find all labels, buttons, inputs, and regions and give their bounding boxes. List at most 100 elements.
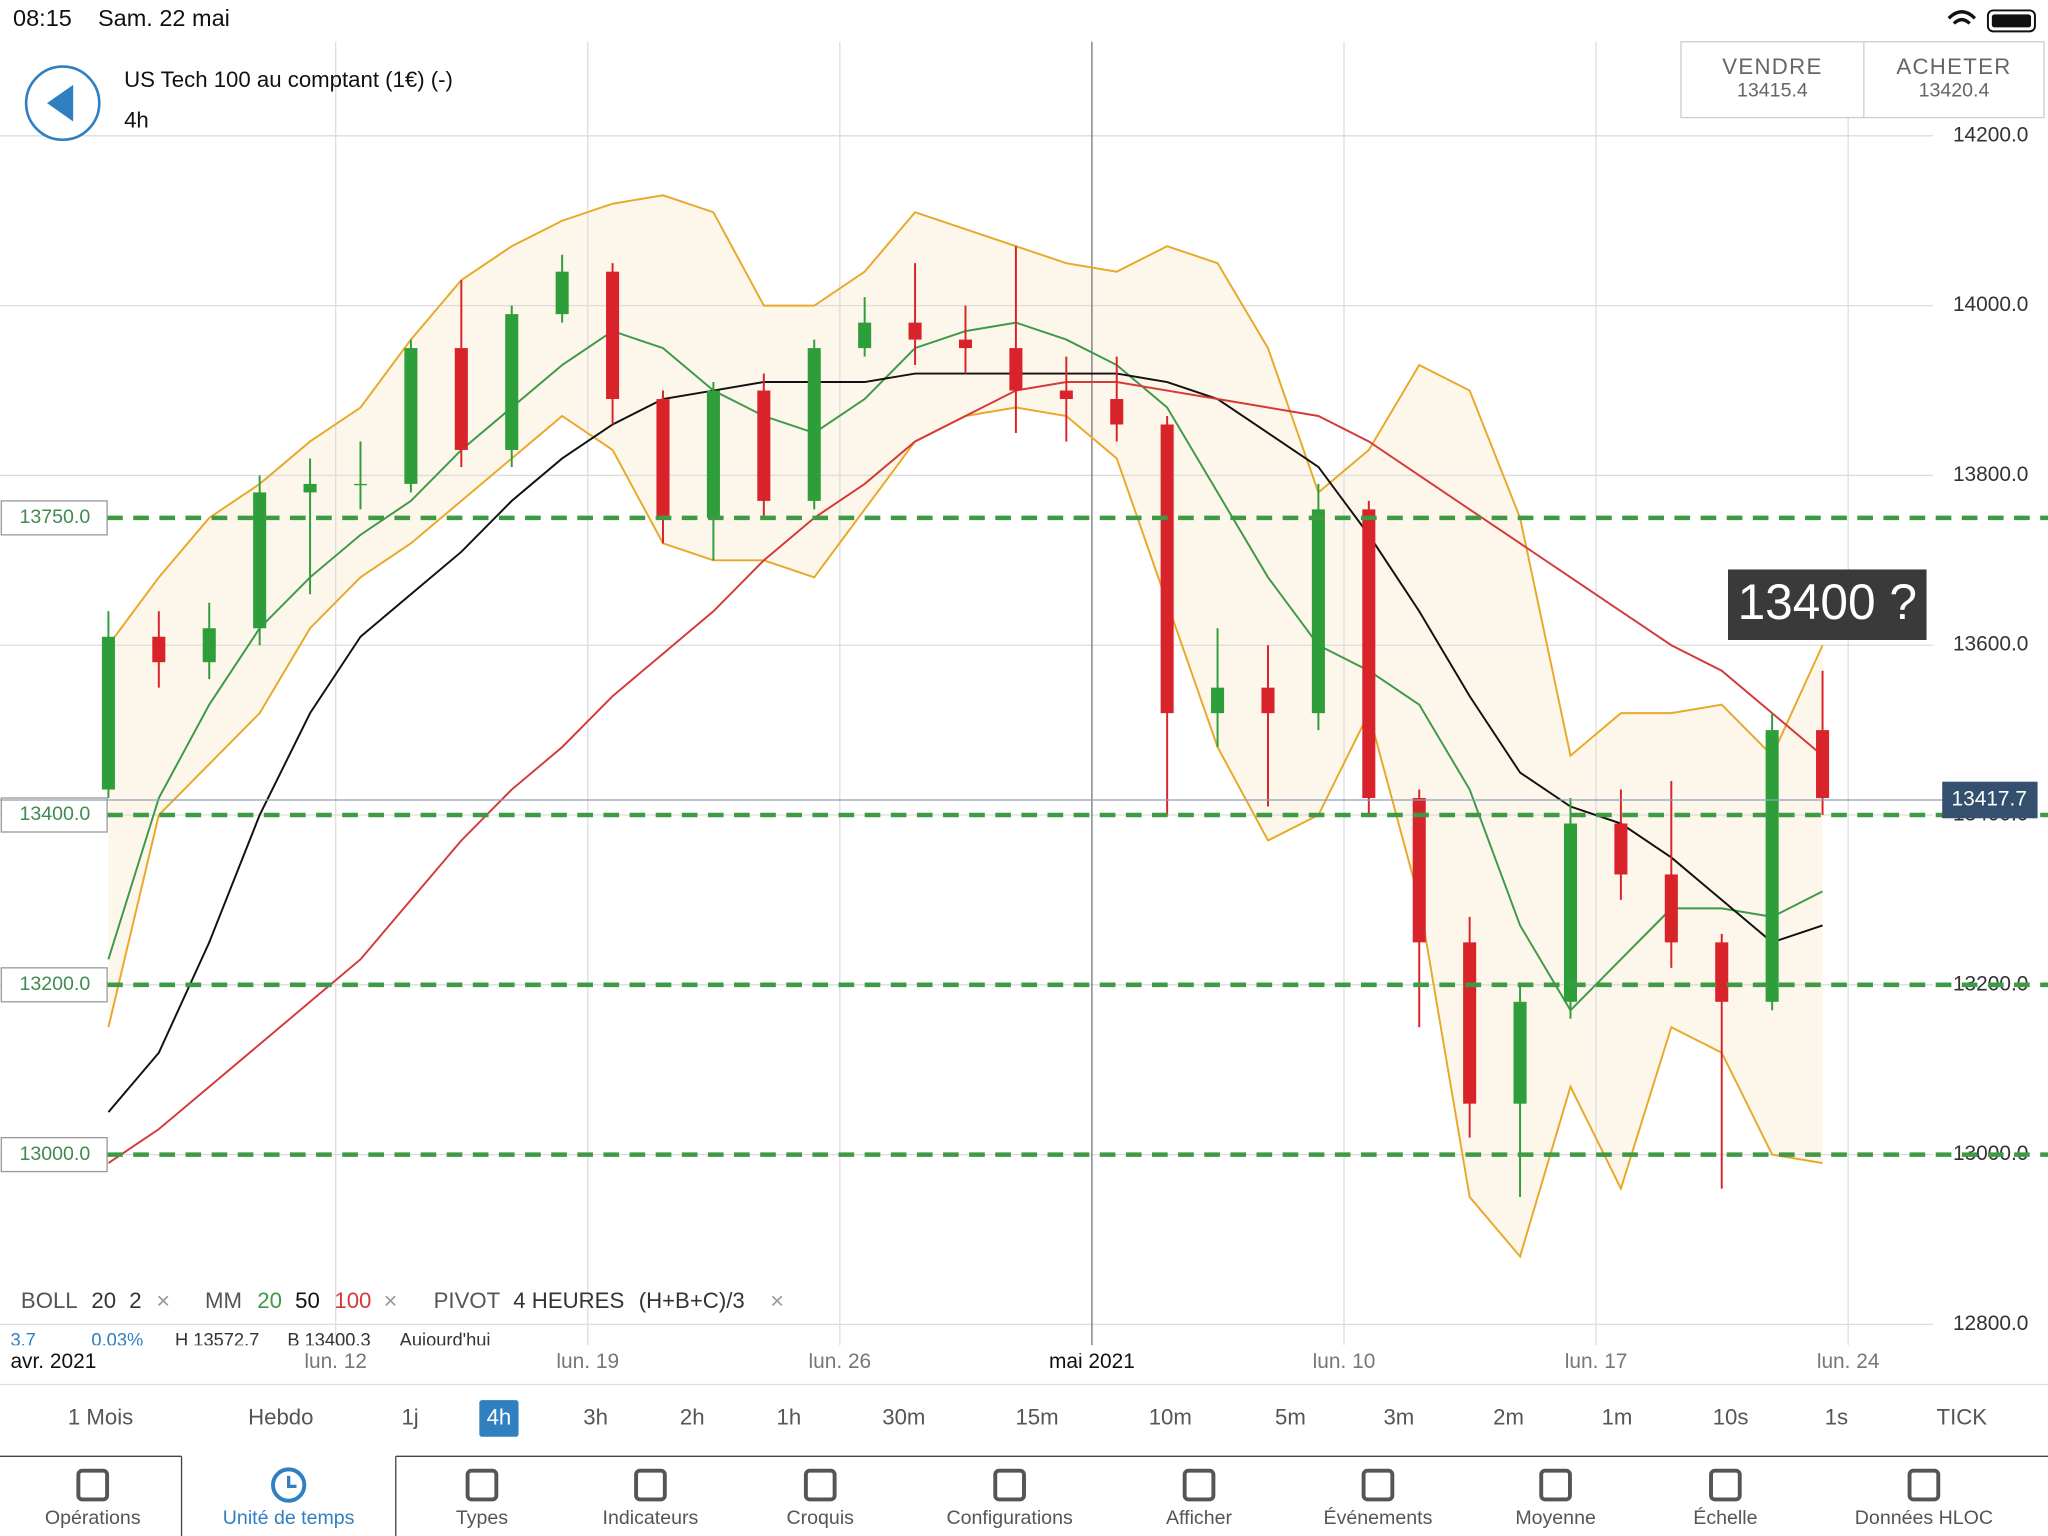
moving-average	[107, 381, 1824, 1164]
timeframe-option[interactable]: 2m	[1493, 1404, 1524, 1429]
timeframe-option[interactable]: 3h	[583, 1404, 608, 1429]
x-tick-label: lun. 24	[1817, 1350, 1880, 1373]
last-price-box	[1942, 781, 2038, 819]
candle-body	[353, 483, 368, 486]
status-time: 08:15	[13, 5, 72, 31]
timeframe-option[interactable]: 10m	[1149, 1404, 1192, 1429]
timeframe-option[interactable]: 30m	[882, 1404, 925, 1429]
candle-body	[706, 390, 720, 518]
indicator-remove[interactable]: ×	[770, 1287, 784, 1313]
timeframe-bar: 1 Mois Hebdo 1j 4h 3h 2h 1h 30m 15m 10m 5m 3m 2m 1m 10…	[68, 1400, 1987, 1437]
candle-body	[253, 492, 267, 629]
timeframe-option[interactable]: 1 Mois	[68, 1404, 133, 1429]
timeframe-option[interactable]: 15m	[1015, 1404, 1058, 1429]
candle-body	[1160, 424, 1174, 714]
indicator-remove[interactable]: ×	[384, 1287, 398, 1313]
chart: avr. 2021 lun. 12 lun. 19 lun. 26 mai 2021 lu…	[0, 41, 2048, 1373]
indicator-label: 4 HEURES	[513, 1288, 624, 1313]
toolbar-icon	[1907, 1468, 1941, 1502]
level-label: 13400.0	[19, 803, 90, 825]
timeframe-option[interactable]: 10s	[1713, 1404, 1749, 1429]
back-arrow	[47, 84, 74, 122]
quote-value: 13420.4	[1919, 80, 1990, 102]
timeframe-option[interactable]: 3m	[1383, 1404, 1414, 1429]
timeframe-selected	[479, 1400, 519, 1437]
candle-body	[1261, 687, 1275, 714]
info-text: 0.03%	[91, 1329, 143, 1350]
toolbar-icon	[287, 1475, 297, 1488]
level-label-box	[0, 1136, 108, 1173]
toolbar-item[interactable]: Événements	[1324, 1506, 1433, 1529]
quote-label[interactable]: ACHETER	[1896, 54, 2011, 79]
toolbar-icon	[76, 1468, 110, 1502]
toolbar-item[interactable]: Données HLOC	[1855, 1507, 1993, 1529]
toolbar-item[interactable]: Moyenne	[1515, 1507, 1596, 1529]
timeframe-option[interactable]: 1h	[777, 1404, 802, 1429]
toolbar-icon	[1709, 1468, 1742, 1502]
bollinger-fill	[108, 195, 1823, 1257]
timeframe-option[interactable]: 4h	[487, 1404, 512, 1429]
bollinger-upper	[107, 194, 1824, 758]
indicator-remove[interactable]: ×	[156, 1287, 170, 1313]
candle-body	[1614, 823, 1628, 875]
candle-body	[1412, 798, 1426, 943]
timeframe-option[interactable]: 1s	[1825, 1404, 1848, 1429]
indicator-label: 20	[91, 1288, 116, 1313]
toolbar-item[interactable]: Configurations	[947, 1507, 1073, 1529]
candle-body	[1211, 687, 1225, 714]
candle-body	[454, 348, 468, 450]
candle-body	[404, 348, 418, 484]
candle-body	[858, 322, 872, 349]
x-tick-label: lun. 12	[304, 1350, 367, 1373]
y-tick-label: 12800.0	[1953, 1312, 2028, 1335]
candle-body	[1362, 509, 1376, 799]
candle-body	[1563, 823, 1578, 1002]
annotation: 13400 ?	[1738, 574, 1917, 630]
level-label: 13000.0	[19, 1143, 90, 1165]
toolbar-item[interactable]: Unité de temps	[223, 1507, 355, 1529]
x-tick-label: lun. 19	[556, 1350, 619, 1373]
level-label-box	[0, 797, 108, 833]
candle-body	[1664, 874, 1678, 943]
timeframe-option[interactable]: 1j	[401, 1404, 418, 1429]
candle-body	[1110, 399, 1124, 425]
candle-body	[1463, 942, 1477, 1104]
indicator-label: PIVOT	[434, 1288, 501, 1313]
toolbar-icon	[803, 1468, 837, 1502]
candle-body	[303, 483, 317, 493]
candle-body	[1311, 509, 1325, 714]
toolbar-item[interactable]: Échelle	[1693, 1506, 1757, 1529]
timeframe-option[interactable]: Hebdo	[248, 1404, 313, 1429]
x-tick-label: lun. 10	[1313, 1350, 1376, 1373]
indicator-label: BOLL	[21, 1288, 78, 1313]
timeframe-option[interactable]: 2h	[680, 1404, 705, 1429]
info-mask	[0, 1345, 2048, 1354]
indicator-label: MM	[205, 1288, 242, 1313]
y-tick-label: 13800.0	[1953, 463, 2028, 486]
toolbar-item[interactable]: Indicateurs	[603, 1507, 699, 1529]
indicator-label: 20	[257, 1288, 282, 1313]
quote-box	[1680, 41, 2045, 119]
info-text: Aujourd'hui	[400, 1329, 491, 1350]
last-price-label: 13417.7	[1951, 788, 2026, 811]
toolbar-item[interactable]: Types	[456, 1507, 508, 1529]
y-tick-label: 14000.0	[1953, 293, 2028, 316]
indicator-label: (H+B+C)/3	[639, 1288, 745, 1313]
y-tick-label: 14200.0	[1953, 123, 2028, 146]
timeframe-option[interactable]: TICK	[1937, 1404, 1988, 1429]
timeframe-option[interactable]: 1m	[1602, 1404, 1633, 1429]
info-text: B 13400.3	[287, 1329, 370, 1350]
battery	[1986, 9, 2036, 33]
info-text: H 13572.7	[175, 1329, 259, 1350]
toolbar-item[interactable]: Opérations	[45, 1507, 141, 1529]
info-text: 3.7	[10, 1329, 35, 1350]
candle-body	[807, 348, 821, 501]
toolbar-item[interactable]: Afficher	[1166, 1507, 1232, 1529]
candle-body	[101, 636, 115, 790]
toolbar-item[interactable]: Croquis	[787, 1507, 855, 1529]
level-label-box	[0, 967, 108, 1003]
timeframe-option[interactable]: 5m	[1275, 1404, 1306, 1429]
quote-label[interactable]: VENDRE	[1722, 54, 1822, 79]
